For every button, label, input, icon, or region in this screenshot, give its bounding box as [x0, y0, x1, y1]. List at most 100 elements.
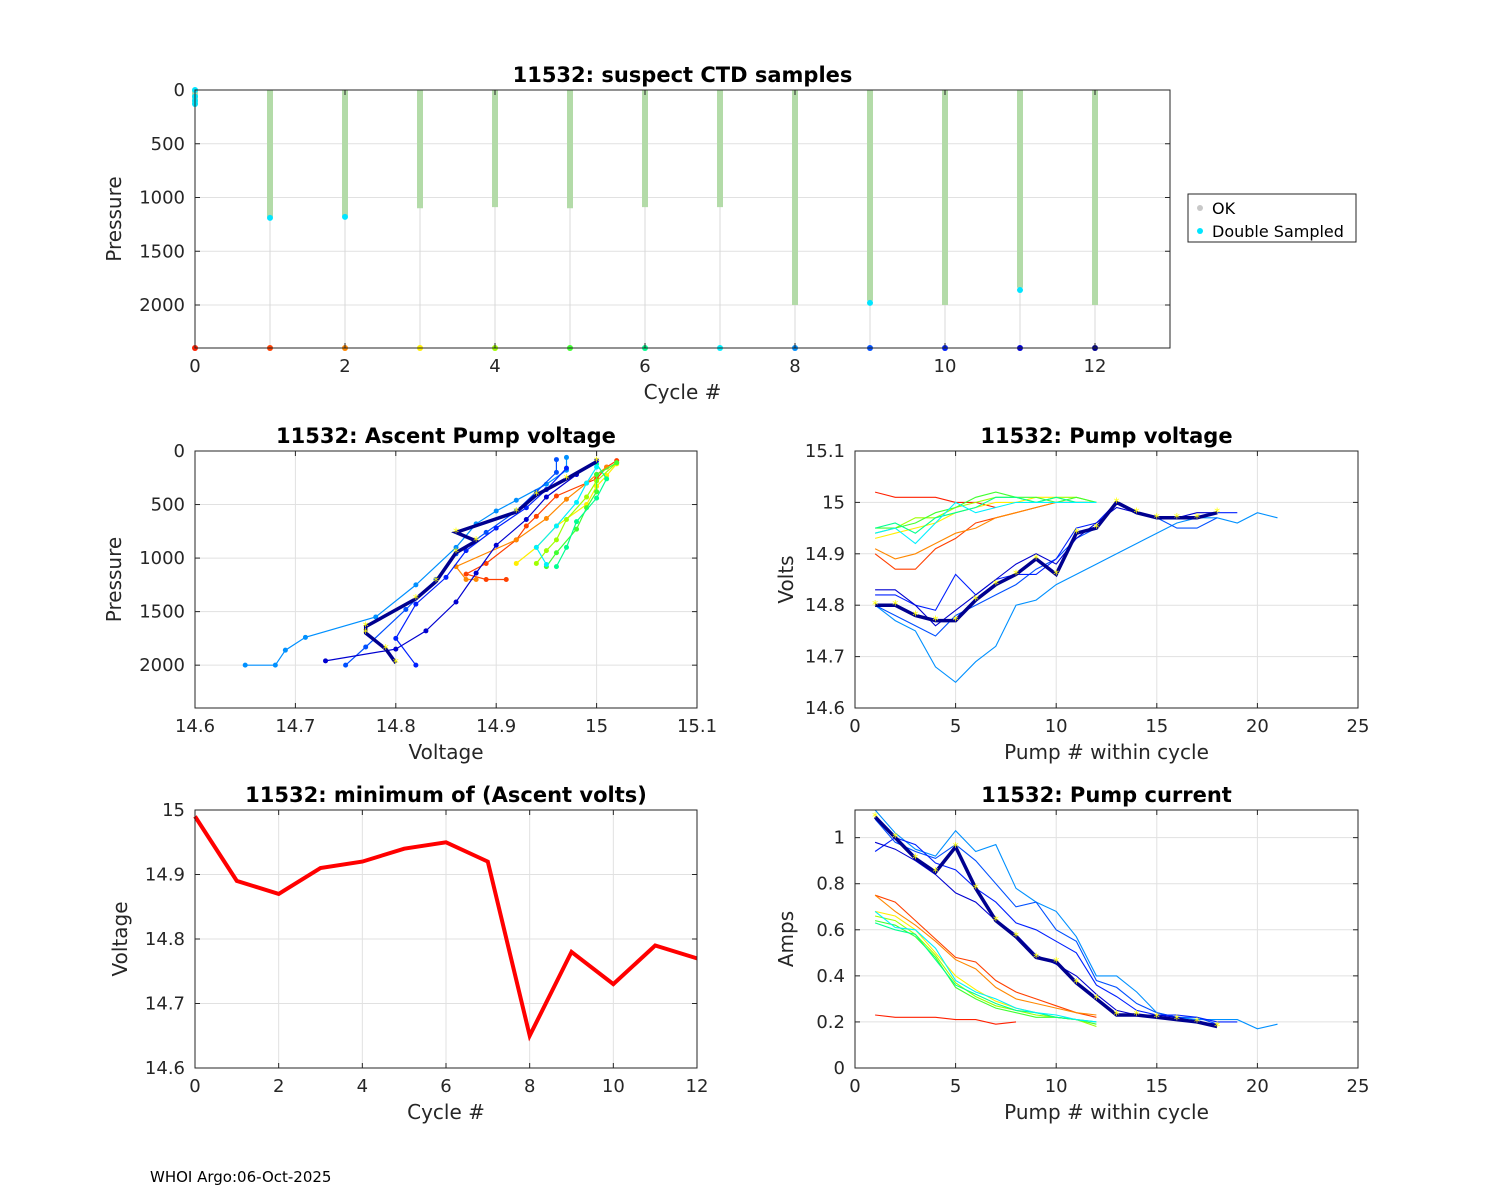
series-point [553, 457, 559, 463]
y-tick-label: 1 [834, 828, 845, 849]
series-point [473, 577, 479, 582]
x-tick-label: 0 [189, 356, 200, 377]
data-marks [193, 815, 698, 1042]
series-star-marker: * [993, 914, 999, 928]
series-star-marker: * [453, 546, 459, 560]
y-tick-label: 14.6 [145, 1058, 185, 1079]
x-axis-label: Cycle # [407, 1100, 485, 1124]
y-tick-label: 15 [822, 492, 845, 513]
series-star-marker: * [1214, 506, 1220, 520]
x-tick-label: 14.9 [476, 716, 516, 737]
series-point [513, 497, 519, 503]
x-tick-label: 10 [1045, 716, 1068, 737]
y-tick-label: 1500 [139, 241, 185, 262]
x-tick-label: 25 [1347, 716, 1370, 737]
series-point [523, 517, 529, 523]
x-tick-label: 12 [1084, 356, 1107, 377]
x-tick-label: 0 [849, 716, 860, 737]
series-point [493, 508, 499, 514]
series-star-marker: * [892, 598, 898, 612]
series-star-marker: * [1174, 1013, 1180, 1027]
ascent-pump-voltage-panel: *************14.6 14.7 14.8 14.9 15 15.105001… [102, 424, 717, 764]
x-tick-label: 14.7 [275, 716, 315, 737]
profile-cycle-6 [642, 90, 648, 351]
axes-frame: 0 5 10 15 20 25 14.6 14.7 14.8 14.9 15 15.1 11532: P… [774, 424, 1369, 764]
series-point [594, 472, 600, 478]
series-line [874, 809, 1278, 1030]
series-star-marker: * [1154, 511, 1160, 525]
x-tick-label: 15 [585, 716, 608, 737]
series-point [604, 476, 610, 482]
chart-title: 11532: Ascent Pump voltage [276, 424, 616, 448]
series-cycle-1 [874, 894, 1097, 1018]
data-marks: * * * * * * * * * * * * * * * * * * [872, 491, 1278, 684]
series-cycle-7 [874, 501, 1097, 545]
series-point [523, 523, 529, 529]
series-point [473, 570, 479, 576]
chart-title: 11532: minimum of (Ascent volts) [245, 783, 647, 807]
double-sampled-point [342, 213, 348, 220]
series-point [574, 526, 580, 532]
y-tick-label: 14.8 [805, 595, 845, 616]
axes-frame: 0 2 4 6 8 10 12 14.6 14.7 14.8 14.9 15 11532: minimu… [108, 783, 708, 1124]
series-star-marker: * [1093, 992, 1099, 1006]
y-tick-label: 14.8 [145, 929, 185, 950]
x-tick-label: 20 [1246, 716, 1269, 737]
series-star-marker: * [363, 620, 369, 634]
series-line [363, 460, 598, 665]
x-tick-label: 15.1 [677, 716, 717, 737]
series-star-marker: * [563, 472, 569, 486]
series-cycle-7 [533, 464, 600, 568]
series-point [403, 606, 409, 612]
series-line [874, 836, 1238, 1023]
series-point [453, 544, 459, 550]
series-point [543, 494, 549, 500]
series-point [543, 562, 549, 568]
series-star-marker: * [953, 840, 959, 854]
series-point [574, 519, 580, 525]
series-star-marker: * [892, 831, 898, 845]
series-point [563, 544, 569, 550]
series-line [875, 500, 1218, 623]
series-point [563, 496, 569, 502]
y-tick-label: 14.6 [805, 698, 845, 719]
y-tick-label: 1000 [139, 188, 185, 209]
profile-cycle-7 [717, 90, 723, 351]
series-point [533, 513, 539, 519]
series-cycle-0 [875, 1014, 1017, 1025]
series-point [413, 601, 419, 607]
min-voltage-line [193, 815, 698, 1042]
y-tick-label: 0 [834, 1058, 845, 1079]
series-cycle-8 [874, 512, 1278, 684]
series-point [343, 662, 349, 668]
series-line [555, 463, 608, 567]
series-line [874, 910, 1097, 1023]
series-cycle-12: ************* [363, 455, 600, 670]
y-axis-label: Volts [774, 555, 798, 603]
axes-box [194, 450, 698, 709]
profile-cycle-3 [417, 90, 423, 351]
series-star-marker: * [932, 865, 938, 879]
series-point [563, 465, 569, 471]
x-tick-label: 2 [273, 1076, 284, 1097]
y-tick-label: 0 [174, 441, 185, 462]
x-tick-label: 10 [934, 356, 957, 377]
series-point [363, 644, 369, 650]
series-star-marker: * [1134, 1008, 1140, 1022]
x-tick-label: 12 [686, 1076, 709, 1097]
profile-cycle-11 [1017, 90, 1023, 351]
x-tick-label: 15 [1145, 1076, 1168, 1097]
series-point [413, 582, 419, 588]
chart-title: 11532: Pump voltage [980, 424, 1232, 448]
series-cycle-8 [874, 809, 1278, 1030]
legend-marker [1197, 228, 1203, 234]
series-cycle-4 [874, 496, 1097, 534]
legend-label: OK [1212, 199, 1236, 218]
ctd-samples-panel: 0 2 4 6 8 10 12 0 500 1000 1500 2000 11532: suspect … [102, 63, 1357, 404]
series-cycle-5 [875, 491, 1097, 529]
axes-frame: 0 2 4 6 8 10 12 0 500 1000 1500 2000 11532: suspect … [102, 63, 1357, 404]
x-tick-label: 10 [1045, 1076, 1068, 1097]
series-cycle-5 [543, 460, 620, 570]
series-line [874, 922, 1097, 1023]
